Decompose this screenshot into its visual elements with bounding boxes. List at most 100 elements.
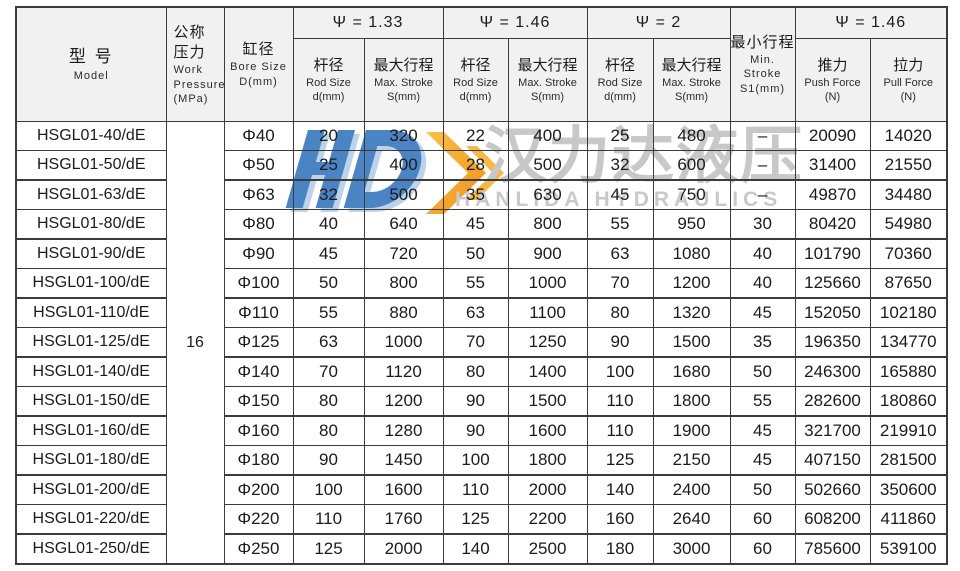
cell-min-stroke: 45 <box>729 445 796 476</box>
cell-stroke133: 880 <box>363 297 444 328</box>
cell-rod133: 45 <box>292 238 365 269</box>
cell-bore: Φ40 <box>223 121 294 151</box>
header-bore-cn: 缸径 <box>242 41 275 59</box>
cell-rod146: 22 <box>442 121 509 151</box>
cell-stroke146: 1250 <box>507 327 588 358</box>
header-bore-en1: Bore Size <box>230 61 287 74</box>
cell-model: HSGL01-200/dE <box>15 474 167 505</box>
cell-push: 31400 <box>794 150 871 181</box>
header-pressure-cn2: 压力 <box>173 44 206 62</box>
cell-rod146: 80 <box>442 356 509 387</box>
cell-bore: Φ125 <box>223 327 294 358</box>
cell-rod146: 35 <box>442 179 509 210</box>
cell-pull: 14020 <box>869 121 948 151</box>
cell-stroke2: 750 <box>652 179 731 210</box>
header-min-stroke: 最小行程 Min. Stroke S1(mm) <box>729 6 796 122</box>
cell-rod2: 32 <box>586 150 654 181</box>
cell-rod133: 32 <box>292 179 365 210</box>
header-minstroke-en1: Min. Stroke <box>743 54 782 81</box>
cell-push: 49870 <box>794 179 871 210</box>
header-max-stroke-1.46: 最大行程 Max. Stroke S(mm) <box>507 38 588 122</box>
cell-rod133: 40 <box>292 209 365 240</box>
cell-stroke133: 1450 <box>363 445 444 476</box>
cell-model: HSGL01-50/dE <box>15 150 167 181</box>
header-pressure-en3: (MPa) <box>173 92 209 105</box>
cell-min-stroke: 45 <box>729 415 796 446</box>
cell-push: 196350 <box>794 327 871 358</box>
cell-model: HSGL01-90/dE <box>15 238 167 269</box>
cell-stroke133: 1280 <box>363 415 444 446</box>
cell-model: HSGL01-140/dE <box>15 356 167 387</box>
header-push-force: 推力 Push Force (N) <box>794 38 871 122</box>
cell-rod146: 140 <box>442 533 509 565</box>
header-rod-size-2: 杆径 Rod Size d(mm) <box>586 38 654 122</box>
cell-pull: 34480 <box>869 179 948 210</box>
header-rod-size-1.33: 杆径 Rod Size d(mm) <box>292 38 365 122</box>
cell-stroke2: 1500 <box>652 327 731 358</box>
spec-table: 型 号 Model 公称 压力 Work Pressure (MPa) 缸径 B… <box>15 6 948 565</box>
header-pull-force: 拉力 Pull Force (N) <box>869 38 948 122</box>
cell-stroke133: 720 <box>363 238 444 269</box>
header-stroke-en2: S(mm) <box>387 91 420 104</box>
cell-stroke2: 2150 <box>652 445 731 476</box>
cell-rod146: 50 <box>442 238 509 269</box>
table-row: HSGL01-50/dE Φ50 25 400 28 500 32 600–31400 2155… <box>15 150 948 181</box>
table-row: HSGL01-63/dE Φ63 32 500 35 630 45 750–49870 3448… <box>15 179 948 210</box>
cell-push: 608200 <box>794 504 871 535</box>
table-row: HSGL01-80/dE Φ80 40 640 45 800 55 950 30 80420 549… <box>15 209 948 240</box>
cell-stroke2: 1900 <box>652 415 731 446</box>
cell-min-stroke: 60 <box>729 504 796 535</box>
cell-push: 246300 <box>794 356 871 387</box>
cell-rod2: 100 <box>586 356 654 387</box>
cell-stroke146: 1600 <box>507 415 588 446</box>
header-pull-en1: Pull Force <box>883 76 934 89</box>
cell-model: HSGL01-100/dE <box>15 268 167 299</box>
header-stroke-cn: 最大行程 <box>373 56 434 74</box>
header-rod-en2: d(mm) <box>604 91 636 104</box>
cell-push: 407150 <box>794 445 871 476</box>
cell-stroke146: 400 <box>507 121 588 151</box>
cell-push: 321700 <box>794 415 871 446</box>
cell-min-stroke: 55 <box>729 386 796 417</box>
cell-pull: 87650 <box>869 268 948 299</box>
cell-rod2: 80 <box>586 297 654 328</box>
cell-push: 101790 <box>794 238 871 269</box>
header-push-en2: (N) <box>824 91 841 104</box>
cell-bore: Φ250 <box>223 533 294 565</box>
cell-rod146: 70 <box>442 327 509 358</box>
cell-rod133: 80 <box>292 386 365 417</box>
header-stroke-en1: Max. Stroke <box>662 76 721 89</box>
header-stroke-en2: S(mm) <box>675 91 708 104</box>
cell-stroke146: 630 <box>507 179 588 210</box>
header-rod-cn: 杆径 <box>313 56 344 74</box>
cell-min-stroke: – <box>729 179 796 210</box>
cell-stroke146: 1800 <box>507 445 588 476</box>
header-minstroke-cn: 最小行程 <box>730 33 795 51</box>
cell-rod146: 110 <box>442 474 509 505</box>
cell-pull: 539100 <box>869 533 948 565</box>
table-row: HSGL01-140/dE Φ140 70 1120 80 1400 100 1680 50 24… <box>15 356 948 387</box>
cell-stroke2: 1080 <box>652 238 731 269</box>
cell-rod2: 70 <box>586 268 654 299</box>
cell-bore: Φ63 <box>223 179 294 210</box>
cell-bore: Φ100 <box>223 268 294 299</box>
cell-bore: Φ180 <box>223 445 294 476</box>
cell-rod133: 125 <box>292 533 365 565</box>
cell-stroke2: 1800 <box>652 386 731 417</box>
cell-model: HSGL01-63/dE <box>15 179 167 210</box>
cell-pull: 350600 <box>869 474 948 505</box>
cell-model: HSGL01-110/dE <box>15 297 167 328</box>
header-work-pressure: 公称 压力 Work Pressure (MPa) <box>165 6 225 122</box>
header-pull-en2: (N) <box>900 91 916 104</box>
cell-min-stroke: – <box>729 121 796 151</box>
cell-rod146: 28 <box>442 150 509 181</box>
cell-pull: 219910 <box>869 415 948 446</box>
cell-rod2: 45 <box>586 179 654 210</box>
header-psi-1.46-force: Ψ = 1.46 <box>794 6 948 39</box>
cell-stroke146: 800 <box>507 209 588 240</box>
cell-min-stroke: 40 <box>729 238 796 269</box>
cell-model: HSGL01-80/dE <box>15 209 167 240</box>
cell-stroke146: 500 <box>507 150 588 181</box>
cell-rod2: 90 <box>586 327 654 358</box>
cell-stroke133: 1120 <box>363 356 444 387</box>
